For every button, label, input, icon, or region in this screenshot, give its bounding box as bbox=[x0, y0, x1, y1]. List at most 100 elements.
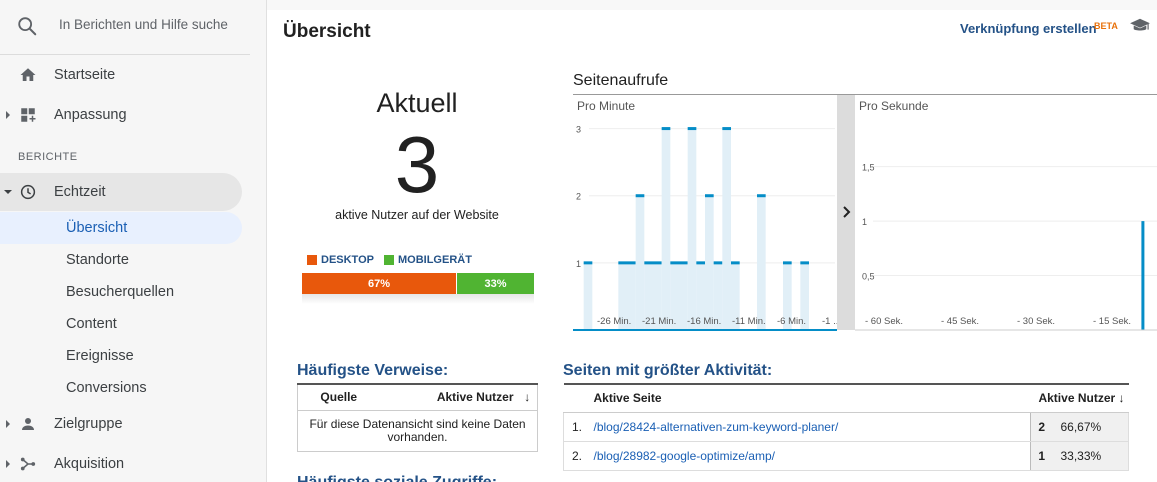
active-users-count: 3 bbox=[394, 120, 440, 209]
minute-bars bbox=[583, 127, 809, 330]
sidebar-subitem-ereignisse[interactable]: Ereignisse bbox=[0, 340, 242, 372]
row-users: 2 bbox=[1030, 412, 1053, 442]
section-label: BERICHTE bbox=[18, 151, 78, 163]
legend-swatch-desktop bbox=[307, 255, 317, 265]
minute-ticks: -26 Min. -21 Min. -16 Min. -11 Min. -6 Min. -… bbox=[597, 316, 841, 327]
device-bar-label: 67% bbox=[367, 277, 391, 290]
sidebar-item-label: Anpassung bbox=[54, 107, 127, 123]
bar-fill bbox=[800, 262, 809, 330]
sidebar-subitem-label: Übersicht bbox=[66, 220, 128, 236]
row-index: 2. bbox=[563, 441, 594, 471]
y-tick-label: 3 bbox=[576, 125, 581, 135]
col-active-page[interactable]: Aktive Seite bbox=[593, 384, 1031, 413]
sidebar-item-startseite[interactable]: Startseite bbox=[0, 56, 250, 94]
sidebar-subitem-uebersicht[interactable]: Übersicht bbox=[0, 212, 242, 244]
bar-fill bbox=[679, 262, 688, 330]
legend-label: DESKTOP bbox=[321, 254, 374, 266]
sidebar-item-label: Akquisition bbox=[54, 456, 125, 472]
pageviews-title: Seitenaufrufe bbox=[573, 72, 669, 89]
top-strip bbox=[267, 0, 1157, 10]
row-percent: 66,67% bbox=[1052, 412, 1129, 442]
bar-fill bbox=[627, 262, 636, 330]
sidebar-subitem-besucherquellen[interactable]: Besucherquellen bbox=[0, 276, 242, 308]
graduation-cap-icon[interactable] bbox=[1129, 17, 1151, 35]
bar-fill bbox=[661, 128, 671, 330]
x-tick-label: - 45 Sek. bbox=[941, 316, 979, 327]
caret-right-icon[interactable] bbox=[4, 111, 12, 119]
bar-fill bbox=[757, 195, 766, 330]
y-tick-label: 0,5 bbox=[862, 272, 875, 282]
x-tick-label: -21 Min. bbox=[642, 316, 676, 327]
table-row: 2. /blog/28982-google-optimize/amp/ 1 33… bbox=[563, 441, 1129, 471]
sort-arrow-icon[interactable]: ↓ bbox=[517, 384, 538, 411]
row-percent: 33,33% bbox=[1052, 441, 1129, 471]
main-content: Übersicht Verknüpfung erstellen BETA Akt… bbox=[267, 0, 1157, 482]
caret-right-icon[interactable] bbox=[4, 420, 12, 428]
x-tick-label: -6 Min. bbox=[777, 316, 806, 327]
bar-fill bbox=[687, 128, 697, 330]
x-tick-label: -26 Min. bbox=[597, 316, 631, 327]
second-grid: 0,5 1 1,5 bbox=[862, 163, 1157, 282]
search-icon[interactable] bbox=[16, 15, 38, 37]
device-legend: DESKTOP MOBILGERÄT bbox=[307, 254, 472, 266]
sidebar-item-anpassung[interactable]: Anpassung bbox=[0, 96, 250, 134]
caret-down-icon[interactable] bbox=[4, 188, 12, 196]
bar-fill bbox=[618, 262, 627, 330]
create-shortcut-link[interactable]: Verknüpfung erstellen bbox=[960, 21, 1097, 36]
page-link[interactable]: /blog/28424-alternativen-zum-keyword-pla… bbox=[593, 419, 839, 434]
social-heading: Häufigste soziale Zugriffe: bbox=[297, 474, 497, 482]
sidebar-subitem-label: Standorte bbox=[66, 252, 129, 268]
chevron-right-icon[interactable] bbox=[843, 206, 851, 218]
x-tick-label: -11 Min. bbox=[732, 316, 766, 327]
row-page: /blog/28982-google-optimize/amp/ bbox=[593, 441, 1031, 471]
x-tick-label: - 60 Sek. bbox=[865, 316, 903, 327]
person-icon bbox=[22, 418, 34, 430]
col-active-users-label: Aktive Nutzer bbox=[436, 390, 514, 405]
sidebar-item-label: Echtzeit bbox=[54, 184, 106, 200]
sort-arrow-icon[interactable]: ↓ bbox=[1118, 391, 1125, 406]
current-heading: Aktuell bbox=[376, 88, 458, 118]
active-users-label: aktive Nutzer auf der Website bbox=[335, 208, 499, 222]
sidebar-subitem-content[interactable]: Content bbox=[0, 308, 242, 340]
bar-fill bbox=[696, 262, 705, 330]
home-icon bbox=[20, 68, 36, 81]
table-header-row: Quelle Aktive Nutzer ↓ bbox=[297, 384, 538, 411]
row-users: 1 bbox=[1030, 441, 1053, 471]
y-tick-label: 1 bbox=[862, 217, 867, 227]
bar-fill bbox=[670, 262, 679, 330]
sidebar: In Berichten und Hilfe suche Startseite … bbox=[0, 0, 267, 482]
top-pages-table: Aktive Seite Aktive Nutzer ↓ 1. /blog/28… bbox=[563, 383, 1129, 471]
bar bbox=[1141, 221, 1145, 330]
col-source[interactable]: Quelle bbox=[297, 384, 380, 411]
bar-fill bbox=[731, 262, 740, 330]
caret-right-icon[interactable] bbox=[4, 460, 12, 468]
per-minute-label: Pro Minute bbox=[577, 99, 635, 113]
sidebar-subitem-label: Ereignisse bbox=[66, 348, 134, 364]
pageviews-chart: 1 2 3 -26 Min. -21 Min. -16 Min. -11 Min. -6 M… bbox=[573, 94, 1157, 331]
second-bars bbox=[1141, 221, 1145, 330]
sidebar-subitem-standorte[interactable]: Standorte bbox=[0, 244, 242, 276]
table-header-row: Aktive Seite Aktive Nutzer ↓ bbox=[563, 384, 1129, 413]
bar-fill bbox=[644, 262, 653, 330]
sidebar-item-label: Startseite bbox=[54, 67, 116, 83]
acquisition-icon bbox=[20, 457, 36, 471]
legend-mobile: MOBILGERÄT bbox=[383, 254, 472, 266]
search-bar[interactable]: In Berichten und Hilfe suche bbox=[0, 0, 250, 55]
dashboard-icon bbox=[21, 108, 36, 122]
col-active-users[interactable]: Aktive Nutzer bbox=[379, 384, 518, 411]
bar-fill bbox=[705, 195, 714, 330]
chart-background bbox=[573, 95, 1157, 330]
chart-divider bbox=[837, 95, 855, 330]
referrals-heading: Häufigste Verweise: bbox=[297, 362, 449, 379]
col-active-users[interactable]: Aktive Nutzer ↓ bbox=[1030, 384, 1129, 413]
sidebar-item-akquisition[interactable]: Akquisition bbox=[0, 445, 250, 482]
sidebar-item-zielgruppe[interactable]: Zielgruppe bbox=[0, 405, 250, 443]
bar-shadow bbox=[302, 294, 534, 304]
sidebar-subitem-conversions[interactable]: Conversions bbox=[0, 372, 242, 404]
row-page: /blog/28424-alternativen-zum-keyword-pla… bbox=[593, 412, 1031, 442]
page-link[interactable]: /blog/28982-google-optimize/amp/ bbox=[593, 448, 775, 463]
y-tick-label: 2 bbox=[576, 192, 581, 202]
sidebar-subitem-label: Besucherquellen bbox=[66, 284, 175, 300]
device-bar-label: 33% bbox=[484, 277, 507, 290]
sidebar-item-echtzeit[interactable]: Echtzeit bbox=[0, 173, 242, 211]
